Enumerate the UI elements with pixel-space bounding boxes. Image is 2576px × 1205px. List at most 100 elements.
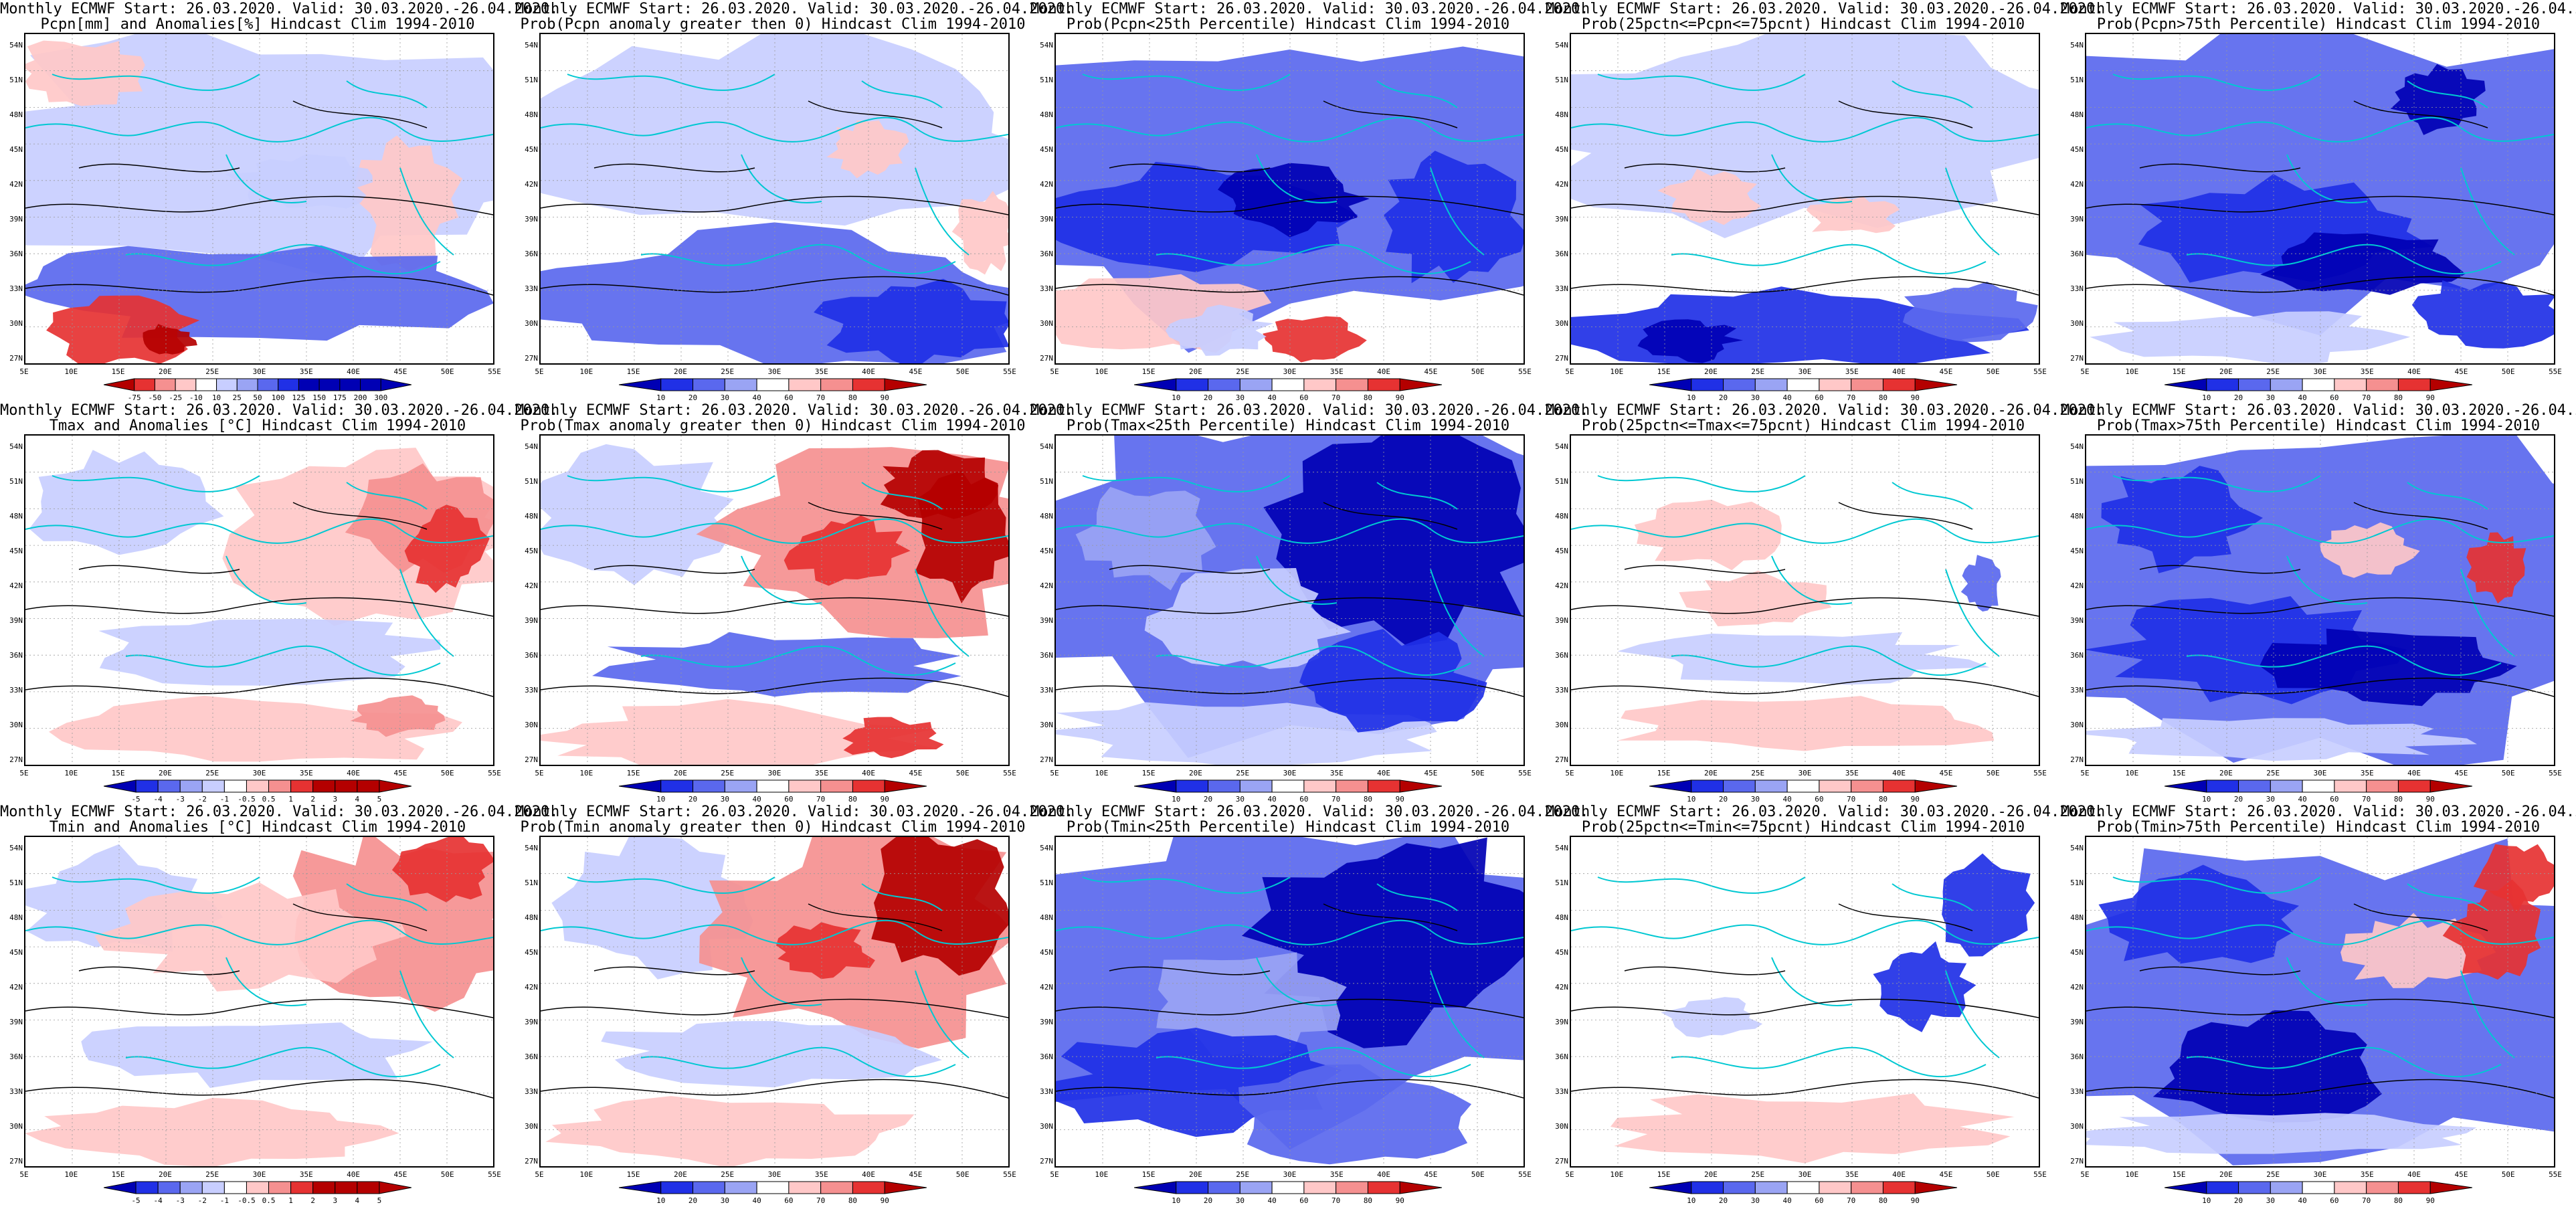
longitude-tick: 45E (393, 1170, 407, 1179)
latitude-tick: 39N (1040, 1018, 1053, 1026)
latitude-tick: 48N (1555, 110, 1568, 119)
colorbar-swatch (1882, 1181, 1916, 1194)
colorbar-swatch (724, 1181, 757, 1194)
colorbar-swatch (1336, 378, 1368, 391)
longitude-tick: 15E (1657, 769, 1671, 777)
colorbar-label: 30 (2266, 795, 2275, 804)
country-borders (541, 475, 1008, 676)
longitude-tick: 20E (2219, 367, 2233, 376)
country-borders (1056, 876, 1524, 1078)
colorbar-swatch (619, 779, 662, 793)
colorbar-swatch (1691, 1181, 1724, 1194)
colorbar-swatch (693, 378, 725, 391)
longitude-tick: 45E (1424, 1170, 1438, 1179)
colorbar-swatch (884, 1181, 927, 1194)
colorbar (104, 1181, 411, 1194)
latitude-tick: 42N (9, 180, 23, 189)
longitude-tick: 30E (2313, 367, 2327, 376)
latitude-tick: 42N (1555, 581, 1568, 590)
anomaly-region (2411, 280, 2554, 349)
contour-lines (1571, 502, 2039, 697)
colorbar-swatch (312, 1181, 336, 1194)
contour-lines (1056, 100, 1524, 296)
colorbar-label: 30 (1750, 795, 1760, 804)
longitude-tick: 5E (19, 1170, 29, 1179)
longitude-tick: 10E (64, 769, 78, 777)
panel-title-line1: Monthly ECMWF Start: 26.03.2020. Valid: … (0, 402, 559, 419)
longitude-tick: 20E (1188, 769, 1202, 777)
colorbar-label: 70 (1331, 1196, 1341, 1205)
colorbar-label: 175 (333, 393, 347, 402)
latitude-tick: 54N (1555, 442, 1568, 451)
latitude-tick: 27N (1555, 755, 1568, 764)
anomaly-region (545, 1096, 915, 1166)
longitude-tick: 20E (2219, 769, 2233, 777)
latitude-tick: 36N (9, 250, 23, 258)
colorbar-label: 20 (2233, 795, 2243, 804)
colorbar-swatch (179, 1181, 203, 1194)
longitude-tick: 55E (1518, 769, 1532, 777)
colorbar-swatch (1723, 1181, 1756, 1194)
latitude-tick: 45N (525, 948, 538, 957)
colorbar-label: 30 (720, 1196, 729, 1205)
latitude-tick: 54N (1555, 41, 1568, 50)
forecast-map-field (25, 436, 493, 765)
longitude-tick: 20E (158, 769, 172, 777)
colorbar-label: 300 (374, 393, 388, 402)
colorbar-swatch (788, 779, 822, 793)
panel-title-line1: Monthly ECMWF Start: 26.03.2020. Valid: … (2061, 804, 2576, 820)
colorbar-swatch (2165, 378, 2207, 391)
colorbar-swatch (1691, 779, 1724, 793)
latitude-tick: 36N (525, 250, 538, 258)
panel-title-line2: Prob(Tmin>75th Percentile) Hindcast Clim… (2096, 819, 2541, 836)
colorbar-swatch (2238, 1181, 2271, 1194)
colorbar-swatch (1649, 1181, 1692, 1194)
colorbar-label: 30 (720, 393, 729, 402)
anomaly-region (2090, 311, 2411, 363)
latitude-tick: 39N (9, 215, 23, 223)
map-panel: Monthly ECMWF Start: 26.03.2020. Valid: … (515, 0, 1073, 402)
latitude-tick: 30N (1555, 721, 1568, 729)
longitude-tick: 10E (1095, 769, 1109, 777)
longitude-tick: 15E (1141, 367, 1156, 376)
colorbar-swatch (619, 378, 662, 391)
map-panel: Monthly ECMWF Start: 26.03.2020. Valid: … (2061, 401, 2576, 804)
longitude-tick: 40E (1377, 769, 1391, 777)
colorbar (2165, 1181, 2472, 1194)
anomaly-region (2466, 532, 2526, 604)
longitude-tick: 45E (393, 769, 407, 777)
latitude-tick: 39N (1555, 1018, 1568, 1026)
latitude-tick: 48N (9, 512, 23, 521)
latitude-tick: 30N (1040, 1122, 1053, 1131)
longitude-tick: 55E (2033, 769, 2047, 777)
colorbar-swatch (201, 779, 225, 793)
colorbar-label: 80 (2393, 795, 2403, 804)
anomaly-region (826, 120, 909, 179)
longitude-tick: 5E (1565, 1170, 1574, 1179)
longitude-tick: 5E (1050, 1170, 1059, 1179)
colorbar-label: 10 (1172, 795, 1181, 804)
colorbar-label: 70 (2362, 795, 2371, 804)
colorbar-label: -10 (189, 393, 203, 402)
map-panel: Monthly ECMWF Start: 26.03.2020. Valid: … (0, 803, 558, 1205)
latitude-tick: 54N (1040, 41, 1053, 50)
longitude-tick: 40E (1892, 1170, 1906, 1179)
colorbar (2165, 378, 2472, 391)
forecast-map (24, 33, 494, 365)
colorbar-label: -4 (153, 1196, 163, 1205)
anomaly-region (541, 699, 939, 765)
colorbar-swatch (2334, 378, 2367, 391)
anomaly-region (2098, 864, 2300, 964)
longitude-tick: 30E (1798, 1170, 1812, 1179)
latitude-tick: 33N (9, 1087, 23, 1096)
forecast-map (2085, 33, 2555, 365)
longitude-tick: 5E (535, 769, 544, 777)
colorbar-label: 50 (253, 393, 262, 402)
colorbar-label: -2 (197, 795, 207, 804)
latitude-tick: 48N (2070, 110, 2084, 119)
colorbar-swatch (236, 378, 258, 391)
colorbar-swatch (2366, 1181, 2399, 1194)
longitude-tick: 20E (1188, 367, 1202, 376)
longitude-tick: 55E (2033, 1170, 2047, 1179)
anomaly-region (1075, 486, 1216, 591)
